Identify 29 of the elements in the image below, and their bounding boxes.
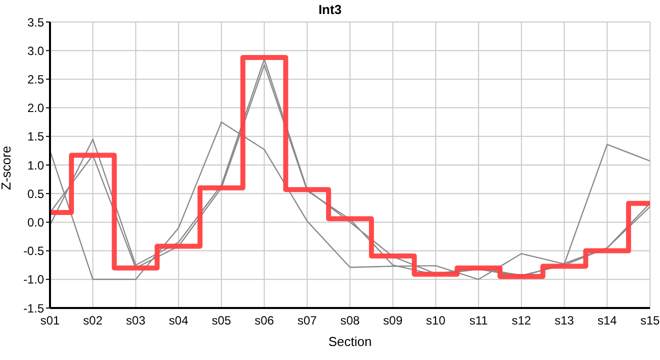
y-tick-label: 2.0: [27, 101, 44, 116]
x-axis-title: Section: [328, 334, 372, 349]
x-tick-label: s06: [254, 314, 274, 328]
x-tick-label: s07: [297, 314, 318, 328]
y-tick-label: -0.5: [23, 244, 44, 258]
x-tick-label: s13: [554, 314, 574, 328]
y-tick-label: -1.5: [23, 301, 44, 316]
y-tick-label: 3.0: [27, 44, 44, 58]
x-tick-label: s04: [168, 314, 189, 328]
y-tick-label: -1.0: [23, 272, 44, 287]
x-tick-label: s15: [640, 314, 660, 328]
x-tick-label: s01: [40, 314, 60, 328]
y-tick-label: 0.5: [27, 186, 44, 201]
y-tick-label: 1.5: [27, 130, 44, 144]
y-tick-label: 0.0: [27, 215, 44, 230]
y-tick-label: 2.5: [27, 72, 44, 86]
x-tick-label: s03: [126, 314, 146, 328]
x-tick-label: s09: [383, 314, 403, 328]
y-tick-label: 1.0: [27, 158, 44, 172]
x-tick-label: s08: [340, 314, 360, 328]
y-tick-label: 3.5: [27, 15, 44, 30]
x-tick-label: s14: [597, 314, 618, 328]
x-tick-label: s05: [212, 314, 232, 328]
x-tick-label: s10: [426, 314, 446, 328]
y-axis-title: Z-score: [0, 146, 14, 190]
chart-title: Int3: [317, 2, 343, 17]
x-tick-label: s12: [512, 314, 532, 328]
x-tick-label: s02: [83, 314, 103, 328]
x-tick-label: s11: [469, 314, 488, 328]
